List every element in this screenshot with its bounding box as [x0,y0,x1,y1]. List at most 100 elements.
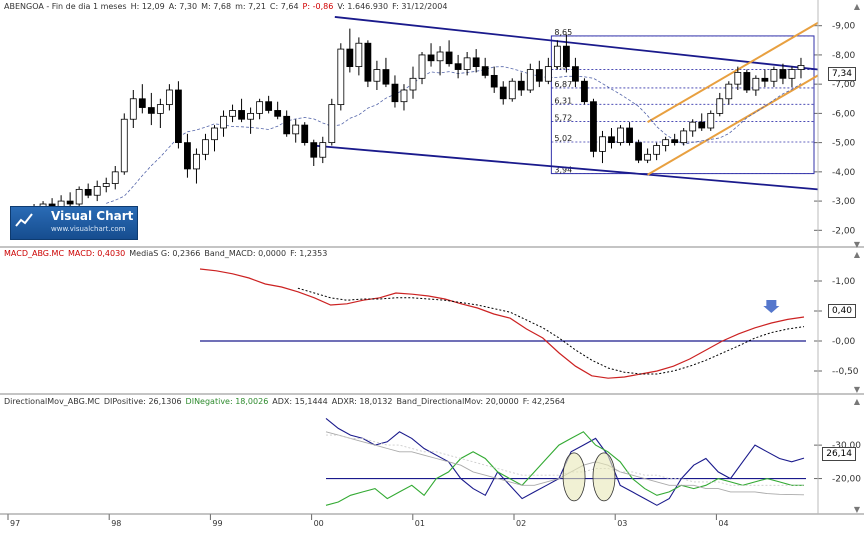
candle [553,45,561,68]
fibonacci-label: 8,65 [554,28,572,37]
candle [310,142,318,158]
candle [671,139,679,144]
candle [698,121,706,129]
macd-panel[interactable]: -1,00-0,50-0,00--0,50 [199,268,859,379]
candle [662,139,670,146]
fibonacci-box [550,35,815,175]
candle [562,45,570,68]
x-tick-label: 03 [617,519,627,528]
candle [617,127,624,144]
candle [301,124,309,144]
price-panel[interactable]: -2,00 -3,00 -4,00 -5,00 -6,00 -7,00 -8,00 -9,00… [12,16,856,236]
candle [508,80,516,100]
header-field: C: 7,64 [269,2,299,11]
logo-url: www.visualchart.com [51,225,126,233]
header-field: ADX: 15,1444 [272,397,328,406]
candle [463,57,471,70]
header-field: DINegative: 18,0026 [185,397,269,406]
directional-movement-panel[interactable]: -30,00 -20,00 [325,417,861,506]
fibonacci-label: 3,94 [554,166,572,175]
macd-scroll-up-icon[interactable]: ▲ [853,250,860,259]
candle [193,153,200,170]
header-field: H: 12,09 [130,2,165,11]
dmi-scroll-down-icon[interactable]: ▼ [853,505,860,514]
candle [761,77,769,82]
candle [472,57,480,68]
header-field: F: 1,2353 [290,249,328,258]
visual-chart-logo-icon [15,213,33,227]
candle [572,66,579,82]
candle [517,80,525,91]
candle [409,77,417,91]
header-field: MediaS G: 0,2366 [129,249,201,258]
y-tick-label: -0,00 [832,337,856,347]
logo-title: Visual Chart [51,209,134,223]
candle [590,101,597,152]
candle [165,89,173,106]
candle [156,104,164,114]
candle [202,139,209,155]
candle [75,188,83,205]
candle [544,66,552,82]
candle [716,98,724,114]
x-tick-label: 02 [516,519,526,528]
header-field: F: 42,2564 [522,397,566,406]
dmi-scroll-up-icon[interactable]: ▲ [853,397,860,406]
header-field: ADXR: 18,0132 [331,397,393,406]
y-tick-label: -2,00 [832,226,856,236]
price-panel-header: ABENGOA - Fin de dia 1 meses H: 12,09 A: 7… [4,2,451,11]
candle [364,42,372,82]
candle [490,74,498,88]
candle [256,101,264,114]
y-tick-label: -6,00 [832,109,856,119]
price-last-value: 7,34 [827,67,856,81]
x-tick-label: 98 [111,519,121,528]
header-field: m: 7,21 [235,2,266,11]
candle [644,153,651,161]
candle [653,145,661,155]
price-scroll-down-icon[interactable]: ▼ [853,240,860,249]
candle [680,130,688,144]
candle [599,136,606,152]
di-negative-line [325,431,804,506]
candle [265,101,273,111]
y-tick-label: -9,00 [832,22,856,32]
candle [283,115,291,135]
dmi-last-value: 26,14 [822,447,856,461]
fibonacci-label: 6,31 [554,96,572,105]
y-tick-label: -1,00 [832,277,856,287]
candle [328,104,336,144]
candle [581,80,588,103]
candle [129,98,137,120]
header-field: A: 7,30 [168,2,198,11]
dmi-panel-header: DirectionalMov_ABG.MC DIPositive: 26,1306… [4,397,569,406]
candle [355,42,363,68]
candle [373,69,381,82]
candle [743,72,751,91]
header-field: F: 31/12/2004 [392,2,448,11]
candle [382,69,390,85]
candle [93,186,101,196]
candle [84,188,92,196]
visual-chart-logo: Visual Chart www.visualchart.com [10,206,138,240]
candle [535,69,543,82]
macd-scroll-down-icon[interactable]: ▼ [853,385,860,394]
time-axis: 97 98 99 00 01 02 03 04 [0,513,818,528]
header-field: M: 7,68 [201,2,232,11]
candle [608,136,615,144]
candle [229,110,236,117]
candle [481,66,489,76]
candle [319,142,327,158]
candle [725,83,733,100]
y-tick-label: -20,00 [832,475,861,485]
x-tick-label: 04 [718,519,728,528]
candle [454,63,462,70]
y-tick-label: -3,00 [832,197,856,207]
header-field: Band_DirectionalMov: 20,0000 [396,397,519,406]
candle [797,65,805,70]
x-tick-label: 97 [10,519,20,528]
candle [120,118,128,173]
candle [175,89,182,144]
price-scroll-up-icon[interactable]: ▲ [853,2,860,11]
